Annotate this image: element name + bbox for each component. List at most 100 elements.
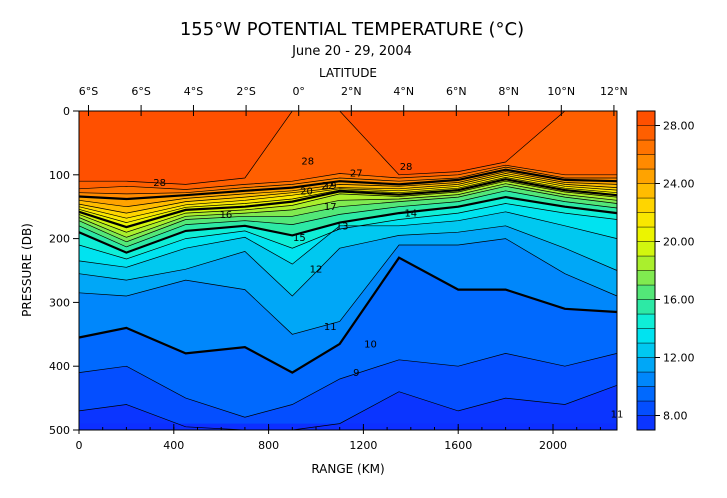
temperature-fill-layer [79,111,617,430]
y-tick-label: 100 [49,169,70,182]
colorbar-tick-label: 20.00 [663,236,695,249]
isotherm-lines-layer [78,110,618,431]
isotherm-12 [78,225,618,297]
band-below-8 [79,385,617,430]
x-tick-label: 2000 [539,439,567,452]
isotherm-27 [78,164,617,190]
contour-label: 14 [404,209,417,220]
isotherm-16 [78,190,618,248]
isotherm-11 [78,238,618,335]
contour-label: 12 [310,265,323,276]
plot-frame [78,110,618,431]
top-tick-label: 10°N [547,85,575,98]
y-tick-label: 0 [63,105,70,118]
colorbar-swatch [636,125,656,141]
contour-label: 19 [324,181,337,192]
x-tick-label: 1600 [444,439,472,452]
colorbar-tick-label: 28.00 [663,120,695,133]
colorbar-tick-label: 12.00 [663,352,695,365]
top-tick-label: 6°S [79,85,98,98]
colorbar-swatch [636,212,656,228]
colorbar-swatch [636,168,656,184]
colorbar: 8.00 12.00 16.00 20.00 24.00 28.00 [636,110,695,431]
isotherm-10 [78,256,618,374]
colorbar-swatch [636,226,656,242]
y-tick-label: 200 [49,233,70,246]
colorbar-swatch [636,284,656,300]
colorbar-tick-label: 24.00 [663,178,695,191]
isotherm-25 [78,168,618,201]
contour-label: 17 [324,202,337,213]
top-tick-label: 6°N [446,85,467,98]
colorbar-swatch [636,400,656,416]
colorbar-swatch [636,313,656,329]
isotherm-24 [78,171,618,208]
colorbar-swatch [636,357,656,373]
colorbar-tick-label: 8.00 [663,410,688,423]
top-tick-label: 12°N [600,85,628,98]
isotherm-13 [78,211,618,268]
isotherm-9 [78,353,618,418]
colorbar-swatch [636,241,656,257]
isotherm-18 [78,183,618,238]
isotherm-20 [78,178,618,229]
band-coldest [79,423,617,430]
contour-labels-layer: 28 28 28 27 22 20 19 17 16 15 14 13 12 11 10 9 11 [153,156,623,420]
colorbar-swatch [636,342,656,358]
top-axis-label: LATITUDE [319,66,377,80]
chart-title: 155°W POTENTIAL TEMPERATURE (°C) [180,19,524,40]
isotherm-26 [78,166,617,195]
top-tick-label: 2°N [341,85,362,98]
x-tick-label: 0 [76,439,83,452]
colorbar-swatch [636,386,656,402]
top-tick-label: 0° [292,85,305,98]
contour-label: 28 [153,178,166,189]
top-tick-label: 6°S [131,85,150,98]
contour-label: 27 [350,168,363,179]
colorbar-swatch [636,197,656,213]
colorbar-swatch [636,110,656,126]
colorbar-swatch [636,255,656,271]
contour-label: 10 [364,339,377,350]
colorbar-swatch [636,270,656,286]
y-tick-label: 500 [49,424,70,437]
contour-label: 28 [400,162,413,173]
isotherm-21 [78,177,618,223]
y-tick-label: 400 [49,360,70,373]
x-axis-label: RANGE (KM) [311,462,384,476]
isotherm-22 [78,175,618,219]
top-tick-label: 4°S [184,85,203,98]
colorbar-swatch [636,139,656,155]
isotherm-8 [78,384,618,431]
contour-label: 28 [301,156,314,167]
chart-subtitle: June 20 - 29, 2004 [291,44,412,59]
contour-label: 20 [300,186,313,197]
isotherm-17 [78,185,618,243]
y-tick-label: 300 [49,296,70,309]
contour-label: 9 [353,368,359,379]
colorbar-swatch [636,183,656,199]
x-tick-label: 400 [163,439,184,452]
contour-label: 22 [321,181,334,192]
isotherm-15 [78,195,618,254]
colorbar-swatch [636,371,656,387]
colorbar-swatch [636,299,656,315]
contour-label: 15 [293,233,306,244]
axes-layer: 0 400 800 1200 1600 2000 0 100 200 300 400 500 6°S 6°… [49,85,628,452]
contour-label: 11 [324,322,337,333]
contour-label: 11 [611,410,624,421]
isotherm-23 [78,173,618,214]
isotherm-19 [78,180,618,233]
isotherm-14 [78,203,618,260]
x-tick-label: 800 [258,439,279,452]
colorbar-swatch [636,154,656,170]
top-tick-label: 8°N [498,85,519,98]
top-tick-label: 4°N [393,85,414,98]
contour-label: 16 [220,210,233,221]
colorbar-swatch [636,328,656,344]
y-axis-label: PRESSURE (DB) [20,223,34,317]
colorbar-frame [636,110,656,431]
x-tick-label: 1200 [349,439,377,452]
